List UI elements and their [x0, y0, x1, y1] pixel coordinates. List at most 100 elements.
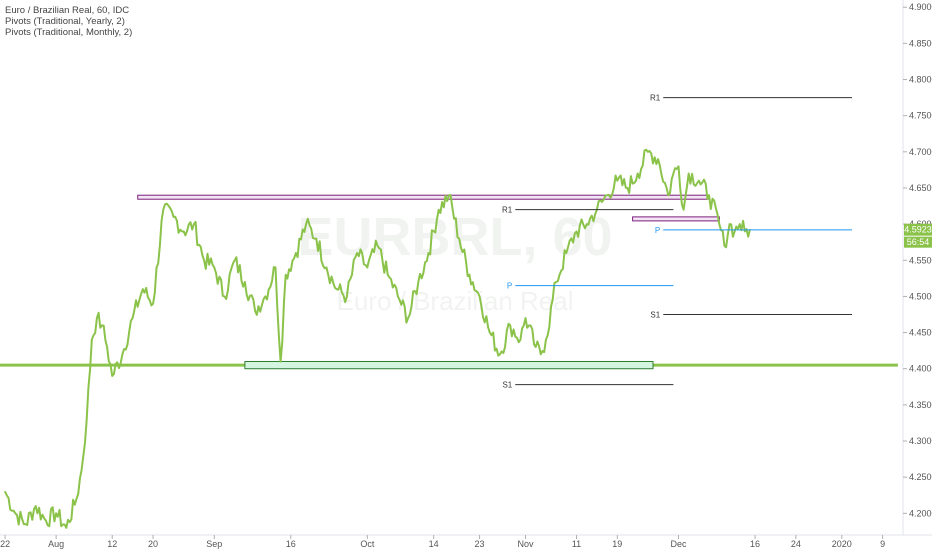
price-point [698, 179, 700, 182]
price-point [315, 237, 318, 240]
price-point [264, 295, 267, 298]
price-point [295, 252, 297, 254]
series-layer [4, 148, 751, 529]
bar-countdown-badge [904, 236, 932, 248]
price-point [213, 266, 216, 269]
legend-indicator-monthly[interactable]: Pivots (Traditional, Monthly, 2) [5, 27, 133, 38]
price-point [682, 208, 685, 211]
price-point [733, 230, 736, 233]
price-point [539, 353, 542, 356]
price-point [397, 295, 399, 298]
x-tick-label: 14 [429, 539, 439, 549]
price-point [407, 317, 409, 319]
x-tick-label: 11 [572, 539, 581, 549]
time-axis[interactable]: 22 Aug 12 20 Sep 16 Oct 14 23 Nov 11 19 Dec 16 24 2020 9 [0, 535, 885, 549]
x-tick-label: 20 [148, 539, 158, 549]
price-point [254, 310, 256, 312]
price-point [437, 208, 440, 211]
watermark-symbol: EURBRL, 60 [297, 207, 612, 267]
x-tick-label: Oct [360, 539, 375, 549]
price-point [152, 302, 154, 305]
x-tick-label: 9 [880, 539, 885, 549]
price-point [325, 266, 328, 269]
x-tick-label: 16 [286, 539, 296, 549]
price-point [427, 252, 430, 254]
last-price-badge [904, 223, 932, 236]
symbol-watermark: EURBRL, 60 Euro / Brazilian Real [297, 207, 612, 316]
y-tick-label: 4.4000 [909, 364, 932, 374]
price-point [723, 245, 726, 247]
price-point [346, 295, 348, 298]
price-point [534, 346, 537, 348]
price-point [386, 273, 389, 276]
price-point [647, 151, 649, 153]
price-point [417, 281, 420, 283]
price-point [356, 252, 358, 254]
price-point [279, 360, 282, 363]
y-tick-label: 4.2000 [909, 508, 932, 518]
resistance-zone-2 [632, 216, 720, 222]
pivot-label-p: P [507, 282, 512, 291]
price-point [616, 179, 619, 182]
price-point [111, 375, 114, 377]
x-tick-label: 19 [612, 539, 622, 549]
price-point [376, 245, 379, 247]
legend-indicator-yearly[interactable]: Pivots (Traditional, Yearly, 2) [5, 16, 125, 27]
price-point [284, 273, 287, 276]
y-tick-label: 4.4500 [909, 328, 932, 338]
price-point [142, 288, 144, 290]
pivot-label-s1: S1 [650, 310, 660, 319]
price-point [274, 266, 277, 269]
pivot-label-s1: S1 [502, 381, 512, 390]
price-point [519, 338, 522, 341]
last-price-value: 4.5923 [904, 225, 932, 235]
price-point [744, 230, 746, 233]
price-point [223, 295, 226, 298]
price-point [488, 331, 491, 334]
price-point [193, 223, 195, 225]
price-point [738, 223, 741, 225]
price-point [718, 223, 721, 225]
price-point [335, 288, 338, 290]
resistance-zone-1 [137, 194, 710, 200]
price-point [305, 223, 307, 225]
bar-countdown-value: 56:54 [907, 237, 930, 247]
price-point [545, 338, 547, 341]
price-point [606, 194, 608, 197]
support-zone [244, 360, 654, 370]
price-point [728, 223, 731, 225]
price-point [478, 295, 481, 298]
y-tick-label: 4.6500 [909, 183, 932, 193]
price-point [172, 216, 175, 218]
price-point [366, 266, 369, 269]
price-point [244, 281, 246, 283]
y-tick-label: 4.8000 [909, 75, 932, 85]
price-point [509, 324, 511, 327]
price-point [121, 353, 124, 356]
price-point [677, 165, 680, 168]
price-point [657, 158, 659, 160]
y-tick-label: 4.3000 [909, 436, 932, 446]
x-tick-label: 24 [791, 539, 801, 549]
price-axis[interactable]: 4.90004.85004.80004.75004.70004.65004.60… [903, 2, 932, 518]
price-point [585, 223, 588, 225]
price-point [672, 172, 675, 175]
price-point [708, 194, 710, 197]
price-point [91, 338, 93, 341]
price-point [565, 252, 568, 254]
price-point [636, 172, 639, 175]
price-point [233, 259, 236, 262]
price-point [45, 519, 47, 522]
x-tick-label: Sep [206, 539, 222, 549]
chart-legend: Euro / Brazilian Real, 60, IDC Pivots (T… [5, 5, 132, 38]
y-tick-label: 4.5500 [909, 255, 932, 265]
price-point [24, 523, 27, 525]
price-point [626, 187, 629, 189]
price-point [555, 281, 557, 283]
price-point [162, 208, 165, 211]
price-point [182, 230, 185, 233]
legend-title[interactable]: Euro / Brazilian Real, 60, IDC [5, 5, 130, 16]
x-tick-label: 12 [107, 539, 117, 549]
y-tick-label: 4.7500 [909, 111, 932, 121]
